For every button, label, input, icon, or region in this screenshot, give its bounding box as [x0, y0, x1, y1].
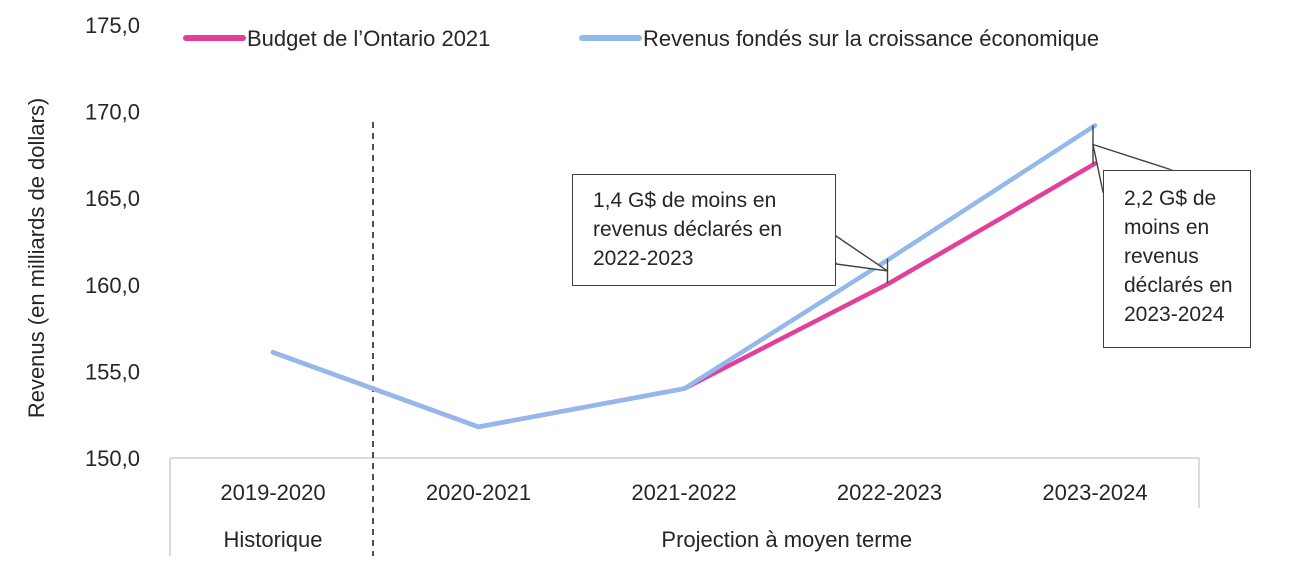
y-axis-ticks: 150,0 155,0 160,0 165,0 170,0 175,0	[85, 13, 140, 471]
annotation-2022-2023: 1,4 G$ de moins en revenus déclarés en 2…	[572, 174, 836, 286]
y-tick-label: 175,0	[85, 13, 140, 38]
annotation-line: revenus déclarés en	[593, 218, 783, 241]
y-axis-label: Revenus (en milliards de dollars)	[24, 98, 49, 418]
x-group-label: Projection à moyen terme	[661, 527, 912, 552]
x-group-label: Historique	[223, 527, 322, 552]
legend-label: Revenus fondés sur la croissance économi…	[643, 26, 1099, 51]
annotation-line: déclarés en	[1124, 274, 1233, 297]
y-tick-label: 160,0	[85, 273, 140, 298]
annotation-line: 2023-2024	[1124, 303, 1225, 326]
annotation-2023-2024: 2,2 G$ de moins en revenus déclarés en 2…	[1103, 170, 1251, 348]
series-line	[270, 123, 1098, 430]
x-tick-label: 2019-2020	[220, 480, 325, 505]
annotation-line: moins en	[1124, 216, 1210, 239]
y-tick-label: 165,0	[85, 186, 140, 211]
x-axis-frame	[169, 457, 1200, 556]
x-tick-label: 2023-2024	[1042, 480, 1147, 505]
x-tick-label: 2021-2022	[631, 480, 736, 505]
x-axis-ticks: 2019-2020 2020-2021 2021-2022 2022-2023 2023…	[220, 480, 1147, 505]
x-tick-label: 2020-2021	[426, 480, 531, 505]
callout-pointer	[835, 234, 888, 272]
y-tick-label: 170,0	[85, 100, 140, 125]
annotation-line: revenus	[1124, 245, 1199, 268]
annotation-line: 2022-2023	[593, 247, 694, 270]
legend-label: Budget de l’Ontario 2021	[247, 26, 490, 51]
x-tick-label: 2022-2023	[837, 480, 942, 505]
series-lines	[270, 123, 1098, 430]
annotation-line: 1,4 G$ de moins en	[593, 189, 777, 212]
x-axis-groups: Historique Projection à moyen terme	[223, 527, 912, 552]
annotation-line: 2,2 G$ de	[1124, 187, 1217, 210]
y-tick-label: 155,0	[85, 359, 140, 384]
legend: Budget de l’Ontario 2021 Revenus fondés s…	[183, 26, 1099, 51]
y-tick-label: 150,0	[85, 446, 140, 471]
